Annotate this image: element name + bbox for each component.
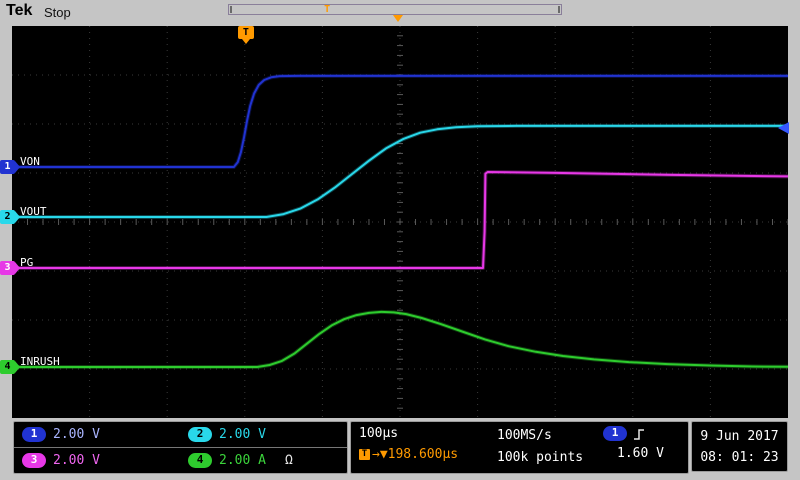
timebase-readout: 100µs (359, 426, 399, 441)
ch2-badge-number: 2 (196, 427, 204, 440)
ch1-badge-number: 1 (30, 427, 38, 440)
ch4-scale-value: 2.00 A (219, 453, 266, 468)
channel-readout-row-1: 1 2.00 V 2 2.00 V (14, 422, 347, 447)
ch2-scale-value: 2.00 V (219, 427, 266, 442)
ch4-scale-readout: 4 2.00 A Ω (188, 448, 293, 473)
time-readout: 08: 01: 23 (700, 450, 779, 465)
datetime-readout: 9 Jun 2017 08: 01: 23 (691, 421, 788, 472)
ch4-badge: 4 (188, 453, 212, 468)
trigger-position-flag: T (237, 26, 254, 44)
channel-scale-readouts: 1 2.00 V 2 2.00 V 3 2.00 V 4 2.00 A Ω (13, 421, 348, 474)
top-status-bar: Tek Stop T (0, 0, 800, 26)
ch3-scale-readout: 3 2.00 V (22, 448, 100, 473)
rising-edge-icon (634, 428, 644, 440)
waveform-svg (12, 26, 788, 418)
date-readout: 9 Jun 2017 (700, 429, 779, 444)
trigger-flag-point (241, 39, 250, 44)
ch2-scale-readout: 2 2.00 V (188, 422, 266, 447)
ch3-ground-marker: 3 (0, 261, 20, 275)
ch1-ground-marker: 1 (0, 160, 20, 174)
record-trigger-marker: T (324, 4, 331, 15)
trigger-column: 1 1.60 V (603, 426, 664, 461)
ch3-ground-arrow-icon (15, 262, 20, 274)
ch4-ground-arrow-icon (15, 361, 20, 373)
acquisition-status: Stop (44, 5, 71, 20)
record-window-left-tick (230, 6, 232, 13)
record-length-readout: 100k points (497, 450, 584, 465)
ch3-badge-number: 3 (30, 453, 38, 466)
ch1-wave-label: VON (20, 155, 40, 168)
ch2-ground-number: 2 (4, 211, 11, 222)
horizontal-trigger-readouts: 100µs T →▼198.600µs 100MS/s 100k points … (350, 421, 689, 474)
ch3-wave-label: PG (20, 256, 34, 269)
trigger-source-number: 1 (611, 426, 619, 439)
ch4-ground-number: 4 (4, 361, 11, 372)
ch2-ground-arrow-icon (15, 211, 20, 223)
ch1-ground-arrow-icon (15, 161, 20, 173)
ch1-ground-number: 1 (4, 161, 11, 172)
ch1-scale-value: 2.00 V (53, 427, 100, 442)
timebase-column: 100µs T →▼198.600µs (359, 426, 458, 462)
ch2-wave-label: VOUT (20, 205, 47, 218)
expansion-point-icon (393, 15, 403, 22)
record-position-bar: T (228, 4, 562, 15)
record-window-right-tick (558, 6, 560, 13)
ch4-impedance: Ω (284, 453, 293, 468)
ch2-badge: 2 (188, 427, 212, 442)
acquisition-column: 100MS/s 100k points (497, 426, 583, 470)
ch3-scale-value: 2.00 V (53, 453, 100, 468)
trigger-flag-letter: T (242, 27, 249, 38)
channel-readout-row-2: 3 2.00 V 4 2.00 A Ω (14, 447, 347, 473)
ch3-badge: 3 (22, 453, 46, 468)
trigger-source-badge: 1 (603, 426, 627, 441)
ch4-badge-number: 4 (196, 453, 204, 466)
ch2-ground-marker: 2 (0, 210, 20, 224)
ch4-ground-marker: 4 (0, 360, 20, 374)
trigger-level-arrow-icon (778, 121, 789, 134)
ch1-badge: 1 (22, 427, 46, 442)
trigger-level-readout: 1.60 V (617, 446, 664, 461)
ch1-scale-readout: 1 2.00 V (22, 422, 100, 447)
ch3-ground-number: 3 (4, 262, 11, 273)
tek-logo: Tek (6, 2, 33, 19)
delay-value: →▼198.600µs (372, 447, 459, 462)
trigger-t-icon: T (359, 449, 370, 460)
waveform-display: T 1 2 3 4 VON VOUT PG INRUSH (0, 26, 789, 418)
trigger-source-readout: 1 (603, 426, 664, 441)
ch4-wave-label: INRUSH (20, 355, 60, 368)
sample-rate-readout: 100MS/s (497, 428, 552, 443)
delay-readout: T →▼198.600µs (359, 447, 458, 462)
